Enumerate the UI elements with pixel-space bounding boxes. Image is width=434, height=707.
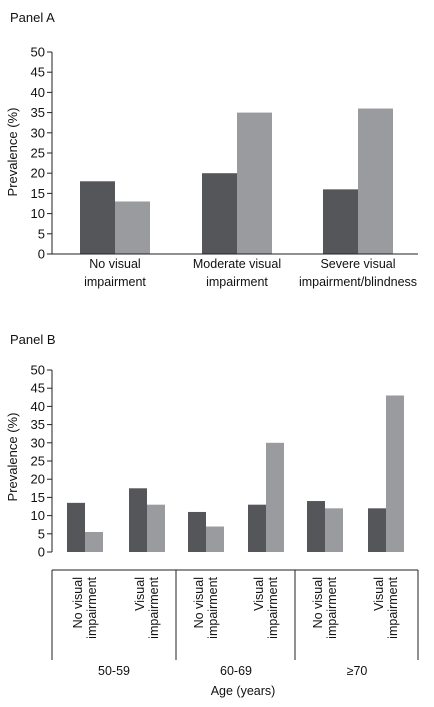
panel-b-category-label: impairment (386, 576, 400, 638)
panel-a-bar (323, 189, 358, 254)
panel-b-group-label: 60-69 (220, 664, 252, 678)
panel-b-bar (386, 395, 404, 552)
panel-b-bar (67, 502, 85, 552)
panel-a-y-tick-label: 5 (38, 226, 45, 241)
panel-b-y-tick-label: 15 (31, 490, 45, 505)
panel-a-y-tick-label: 25 (31, 146, 45, 161)
panel-a-y-tick-label: 35 (31, 105, 45, 120)
panel-b-bar (266, 442, 284, 552)
panel-b-category-labels: No visual impairment Visual impairment No vi… (71, 576, 400, 638)
panel-b-bar (206, 526, 224, 552)
panel-b-group-labels: 50-59 60-69 ≥70 (98, 664, 367, 678)
panel-b-y-tick-label: 30 (31, 435, 45, 450)
panel-b-bars (67, 395, 404, 552)
panel-a-category-label: impairment (84, 275, 146, 289)
panel-b-bar (188, 511, 206, 552)
panel-b-category-label: No visual (311, 577, 325, 628)
panel-a-bar (237, 112, 272, 254)
panel-b-category-label: Visual (252, 577, 266, 611)
panel-b-category-label: impairment (147, 576, 161, 638)
panel-b-category-label: Visual (133, 577, 147, 611)
panel-b-y-tick-label: 35 (31, 417, 45, 432)
panel-b-y-tick-label: 10 (31, 508, 45, 523)
panel-b-group-label: ≥70 (347, 664, 368, 678)
panel-a-y-tick-label: 45 (31, 65, 45, 80)
panel-a-ylabel: Prevalence (%) (5, 108, 20, 197)
panel-a-y-tick-label: 10 (31, 206, 45, 221)
panel-b-xlabel: Age (years) (211, 684, 276, 698)
panel-b-category-label: No visual (192, 577, 206, 628)
panel-a-title: Panel A (10, 10, 55, 25)
panel-b-y-tick-label: 40 (31, 399, 45, 414)
panel-b-bar (307, 501, 325, 552)
panel-b-y-tick-label: 50 (31, 363, 45, 378)
panel-a-category-label: impairment/blindness (299, 275, 417, 289)
panel-a-category-label: Severe visual (320, 257, 395, 271)
panel-b-ylabel: Prevalence (%) (5, 413, 20, 502)
panel-b-chart: Panel B Prevalence (%) 0 5 10 15 20 25 30 35 40 4… (5, 332, 419, 698)
panel-a-axes (51, 52, 418, 255)
panel-a-y-tick-label: 40 (31, 85, 45, 100)
panel-b-category-label: impairment (266, 576, 280, 638)
panel-a-y-ticks: 0 5 10 15 20 25 30 35 40 45 50 (31, 45, 52, 262)
panel-b-category-label: No visual (71, 577, 85, 628)
panel-a-bar (358, 108, 393, 254)
panel-a-bars (80, 108, 393, 254)
panel-a-chart: Panel A Prevalence (%) 0 5 10 15 20 25 30 35 40 4… (5, 10, 418, 289)
panel-b-y-tick-label: 5 (38, 526, 45, 541)
panel-a-bar (202, 173, 237, 254)
panel-a-y-tick-label: 20 (31, 166, 45, 181)
panel-b-bar (85, 531, 103, 552)
panel-b-bar (129, 488, 147, 552)
panel-a-bar (80, 181, 115, 254)
panel-b-category-label: impairment (206, 576, 220, 638)
panel-b-bar (368, 508, 386, 552)
panel-b-category-label: impairment (325, 576, 339, 638)
panel-a-y-tick-label: 15 (31, 186, 45, 201)
panel-a-category-label: No visual (89, 257, 140, 271)
panel-a-bar (115, 201, 150, 254)
panel-a-y-tick-label: 50 (31, 45, 45, 60)
panel-b-axes (51, 370, 419, 660)
panel-b-y-ticks: 0 5 10 15 20 25 30 35 40 45 50 (31, 363, 52, 560)
panel-a-category-label: Moderate visual (193, 257, 281, 271)
panel-b-y-tick-label: 0 (38, 545, 45, 560)
panel-b-y-tick-label: 45 (31, 381, 45, 396)
panel-b-category-label: impairment (85, 576, 99, 638)
panel-a-y-tick-label: 30 (31, 125, 45, 140)
panel-a-category-labels: No visual impairment Moderate visual impair… (84, 257, 417, 289)
panel-b-category-label: Visual (372, 577, 386, 611)
panel-b-title: Panel B (10, 332, 56, 347)
panel-b-bar (147, 504, 165, 552)
panel-b-bar (325, 508, 343, 552)
panel-b-group-label: 50-59 (98, 664, 130, 678)
panel-b-y-tick-label: 20 (31, 472, 45, 487)
panel-b-bar (248, 504, 266, 552)
panel-b-y-tick-label: 25 (31, 454, 45, 469)
panel-a-category-label: impairment (206, 275, 268, 289)
panel-a-y-tick-label: 0 (38, 247, 45, 262)
